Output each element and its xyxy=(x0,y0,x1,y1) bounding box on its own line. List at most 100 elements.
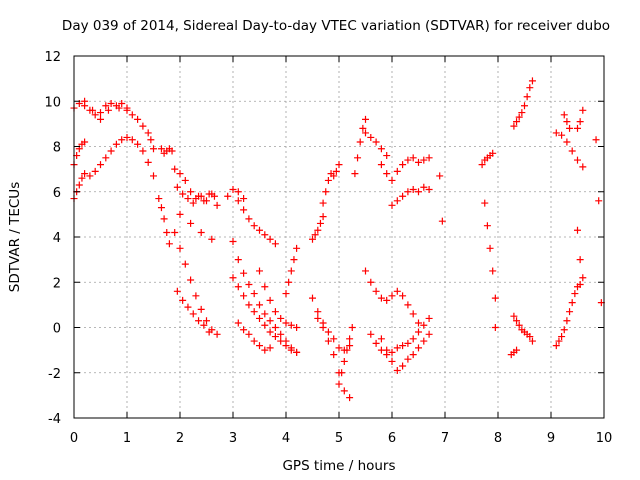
data-point xyxy=(393,366,401,374)
x-tick-label: 1 xyxy=(123,431,131,446)
data-point xyxy=(287,267,295,275)
y-tick-label: 8 xyxy=(53,141,61,156)
data-point xyxy=(168,147,176,155)
data-point xyxy=(552,342,560,350)
data-point xyxy=(240,206,248,214)
data-point xyxy=(179,190,187,198)
data-point xyxy=(86,172,94,180)
data-point xyxy=(205,190,213,198)
data-point xyxy=(256,267,263,275)
data-point xyxy=(393,287,401,295)
data-point xyxy=(518,109,526,117)
data-point xyxy=(515,321,523,329)
data-point xyxy=(309,294,316,302)
data-point xyxy=(420,156,428,164)
data-point xyxy=(409,351,417,359)
data-point xyxy=(362,267,369,275)
data-point xyxy=(425,154,433,162)
data-point xyxy=(160,215,168,223)
data-point xyxy=(399,192,407,200)
data-point xyxy=(399,292,407,300)
data-point xyxy=(324,328,332,336)
data-point xyxy=(367,330,375,338)
data-point xyxy=(359,124,367,132)
data-point xyxy=(157,145,165,153)
data-point xyxy=(97,115,104,123)
data-point xyxy=(181,176,189,184)
y-tick-label: 6 xyxy=(53,186,61,201)
data-point xyxy=(189,199,197,207)
data-point xyxy=(81,138,89,146)
data-point xyxy=(372,287,380,295)
x-tick-labels: 0 1 2 3 4 5 6 7 8 9 10 xyxy=(70,431,612,446)
data-point xyxy=(97,109,104,117)
data-point xyxy=(510,122,518,130)
data-point xyxy=(372,339,380,347)
data-point xyxy=(176,244,184,252)
data-point xyxy=(595,197,603,205)
data-point xyxy=(563,317,571,325)
data-point xyxy=(271,240,279,248)
data-point xyxy=(229,238,237,246)
x-tick-label: 8 xyxy=(494,431,502,446)
data-point xyxy=(200,197,208,205)
data-point xyxy=(293,244,301,252)
data-point xyxy=(415,319,422,327)
data-point xyxy=(404,188,412,196)
data-point xyxy=(348,324,356,331)
data-point xyxy=(261,346,269,354)
data-point xyxy=(425,185,433,193)
data-point xyxy=(415,158,422,166)
data-point xyxy=(293,348,301,356)
data-point xyxy=(362,115,369,123)
data-point xyxy=(367,133,375,141)
y-tick-label: 10 xyxy=(44,95,61,110)
data-point xyxy=(187,276,195,284)
data-point xyxy=(324,176,332,184)
data-point xyxy=(571,290,579,298)
data-point xyxy=(240,195,248,203)
data-point xyxy=(261,310,269,318)
data-point xyxy=(147,136,155,144)
x-tick-label: 5 xyxy=(335,431,343,446)
data-point xyxy=(91,167,99,175)
y-tick-label: 0 xyxy=(53,322,61,337)
data-point xyxy=(245,281,253,289)
data-point xyxy=(163,228,171,236)
data-point xyxy=(102,154,110,162)
data-point xyxy=(309,235,316,243)
data-point xyxy=(415,328,422,336)
data-point xyxy=(558,333,566,341)
data-point xyxy=(579,163,587,171)
data-point xyxy=(102,102,110,110)
data-point xyxy=(335,380,343,388)
data-point xyxy=(579,274,587,282)
x-tick-label: 0 xyxy=(70,431,78,446)
data-point xyxy=(388,348,396,356)
data-point xyxy=(234,197,242,205)
data-point xyxy=(346,335,354,343)
data-point xyxy=(195,192,203,200)
data-point xyxy=(266,296,274,304)
data-point xyxy=(277,330,285,338)
data-point xyxy=(343,346,351,354)
data-point xyxy=(483,222,491,230)
data-point xyxy=(112,140,120,148)
data-point xyxy=(184,303,192,311)
data-point xyxy=(256,342,263,350)
data-point xyxy=(568,299,576,307)
data-point xyxy=(576,281,584,289)
data-point xyxy=(266,235,274,243)
data-point xyxy=(335,161,343,169)
data-point xyxy=(256,226,263,234)
data-point xyxy=(165,240,173,248)
data-point xyxy=(261,321,269,329)
data-point xyxy=(314,226,322,234)
data-point xyxy=(157,204,165,212)
data-point xyxy=(558,131,566,139)
data-point xyxy=(203,317,210,325)
data-point xyxy=(234,283,242,291)
data-point xyxy=(409,335,417,343)
data-point xyxy=(179,296,187,304)
